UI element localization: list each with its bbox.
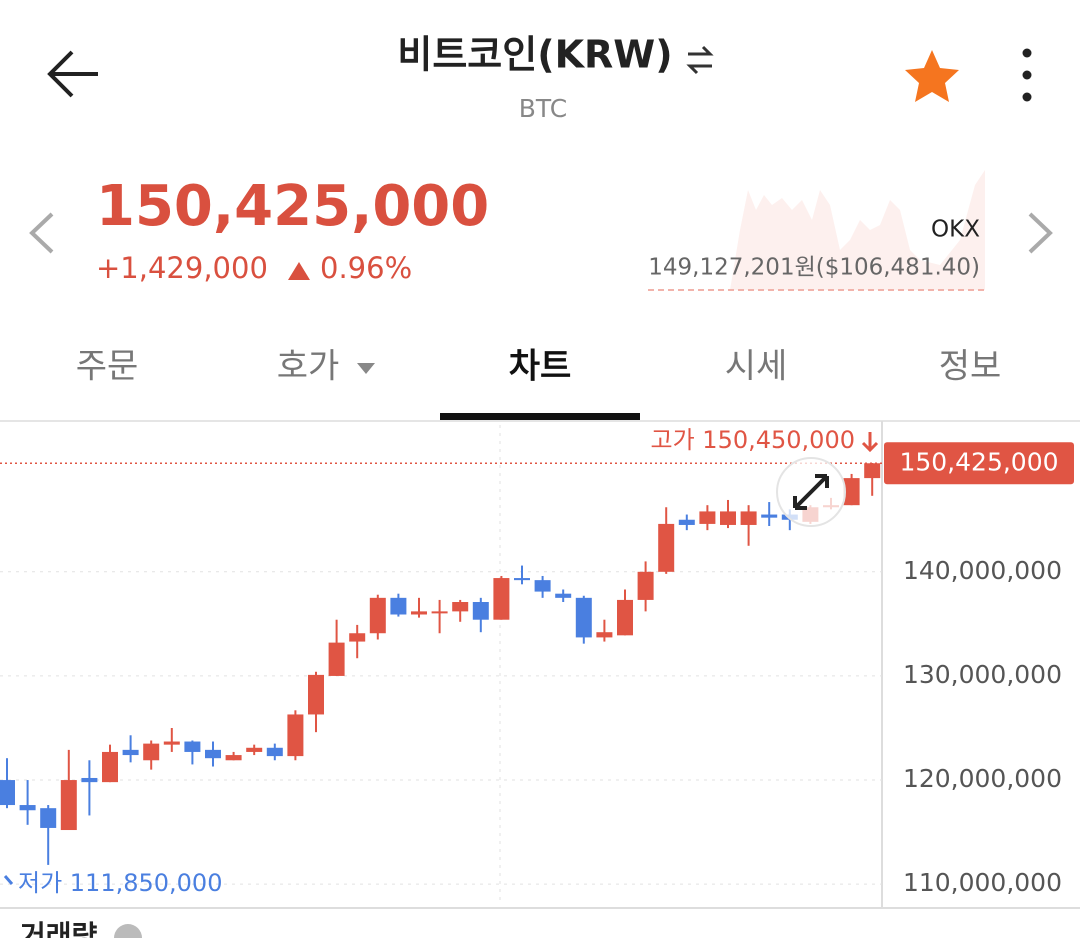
candle-body (720, 511, 736, 525)
candle-body (864, 463, 881, 479)
candle-body (205, 749, 221, 759)
tab-active[interactable]: 차트 (509, 347, 572, 387)
candle-body (184, 741, 201, 752)
close-icon[interactable] (114, 924, 142, 938)
candle-body (617, 599, 633, 636)
candle-body (390, 597, 407, 615)
tab[interactable]: 정보 (939, 347, 1002, 387)
candle-body (0, 780, 15, 806)
candle-body (225, 755, 242, 761)
next-button[interactable] (1028, 212, 1053, 254)
candle-body (60, 780, 77, 831)
price-tag-label: 150,425,000 (899, 447, 1058, 476)
tab[interactable]: 호가 (277, 347, 340, 387)
y-tick-label: 110,000,000 (903, 868, 1062, 897)
candle-body (575, 597, 592, 638)
candle-body (122, 749, 139, 756)
candle-body (369, 597, 386, 634)
more-menu[interactable] (1022, 48, 1032, 102)
candle-body (555, 593, 572, 598)
candle-body (843, 478, 860, 506)
candle-body (431, 611, 448, 614)
tab[interactable]: 시세 (725, 347, 788, 387)
candle-body (452, 602, 469, 612)
y-tick-label: 140,000,000 (903, 556, 1062, 585)
current-price: 150,425,000 (96, 174, 489, 239)
high-label: 고가 150,450,000 (651, 426, 855, 454)
volume-label: 거래량 (20, 919, 98, 938)
exchange-name: OKX (931, 217, 980, 243)
candle-body (102, 751, 118, 783)
low-label: 저가 111,850,000 (18, 869, 222, 897)
candle-body (761, 514, 778, 518)
candle-body (349, 633, 366, 642)
candle-body (514, 578, 530, 581)
candle-body (308, 674, 324, 715)
y-tick-label: 120,000,000 (903, 764, 1062, 793)
up-triangle (288, 262, 310, 280)
tab[interactable]: 주문 (76, 347, 139, 387)
prev-button[interactable] (29, 212, 54, 254)
candle-body (246, 747, 263, 752)
candle-body (678, 519, 695, 525)
high-arrow (861, 432, 879, 453)
exchange-price: 149,127,201원($106,481.40) (648, 255, 980, 281)
price-change: +1,429,000 (96, 251, 268, 285)
candle-body (740, 511, 757, 525)
tab-underline (440, 413, 640, 420)
candle-body (699, 511, 716, 524)
candle-body (411, 611, 427, 615)
candle-body (143, 743, 160, 761)
candle-body (287, 714, 304, 757)
favorite-star[interactable] (905, 50, 959, 102)
candle-body (328, 642, 345, 676)
candle-chart: 110,000,000 120,000,000 130,000,000 140,000… (0, 426, 1074, 897)
title: 비트코인(KRW) (397, 33, 672, 77)
low-arrow (3, 875, 14, 885)
change-rate: 0.96% (320, 251, 412, 285)
subtitle: BTC (519, 94, 567, 123)
candle-body (658, 523, 675, 572)
expand-button[interactable] (776, 457, 846, 527)
candle-body (534, 580, 551, 592)
candle-body (266, 747, 283, 757)
candle-body (493, 578, 510, 620)
back-button[interactable] (47, 50, 98, 98)
candle-body (81, 777, 98, 783)
candle-body (596, 632, 613, 638)
sparkline (730, 170, 985, 290)
price-tag (884, 442, 1074, 485)
candle-body (19, 805, 36, 811)
swap-icon[interactable] (686, 45, 714, 75)
candle-body (163, 741, 180, 745)
dropdown-icon (357, 363, 375, 374)
candle-body (472, 602, 489, 620)
y-tick-label: 130,000,000 (903, 660, 1062, 689)
candle-body (637, 571, 654, 600)
candle-body (40, 808, 57, 828)
